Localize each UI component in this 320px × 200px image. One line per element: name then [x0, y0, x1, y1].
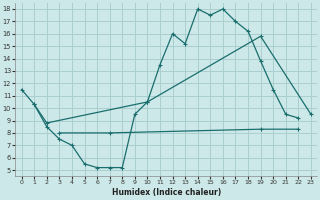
X-axis label: Humidex (Indice chaleur): Humidex (Indice chaleur) [112, 188, 221, 197]
